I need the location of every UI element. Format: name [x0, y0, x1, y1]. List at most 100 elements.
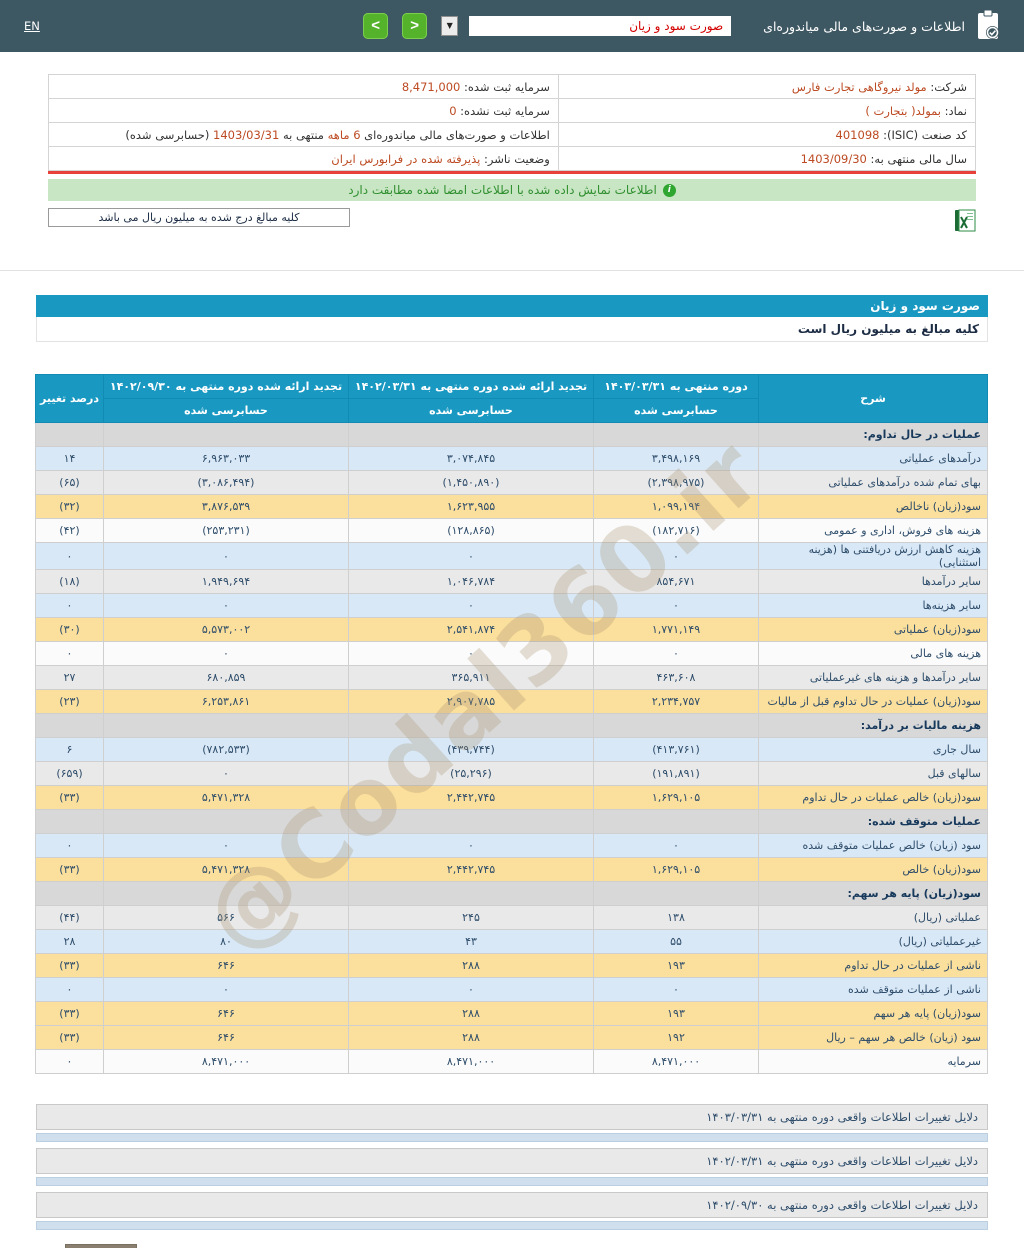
change-reasons-bar-3[interactable]: دلایل تغییرات اطلاعات واقعی دوره منتهی ب… — [36, 1192, 988, 1218]
row-value: ۳,۸۷۶,۵۳۹ — [103, 494, 349, 519]
row-value: ۰ — [348, 542, 594, 570]
income-statement-table-wrap: @Codal360.ir شرح دوره منتهی به ۱۴۰۳/۰۳/۳… — [35, 374, 988, 1074]
row-value — [593, 809, 759, 834]
change-reasons-strip-2 — [36, 1177, 988, 1186]
note-row: کلیه مبالغ درج شده به میلیون ریال می باش… — [48, 208, 976, 234]
unregistered-capital-label: سرمایه ثبت نشده: — [460, 103, 550, 118]
company-info-section: شرکت: مولد نیروگاهی تجارت فارس سرمایه ثب… — [48, 74, 977, 174]
table-row: سایر درآمدها و هزینه های غیرعملیاتی ۴۶۳,۶… — [35, 665, 988, 690]
row-value: ۱۹۲ — [593, 1025, 759, 1050]
period-middle: منتهی به — [282, 127, 324, 142]
table-row: سود(زیان) پایه هر سهم ۱۹۳ ۲۸۸ ۶۴۶ (۳۳) — [35, 1001, 988, 1026]
excel-export-icon[interactable] — [954, 208, 976, 236]
table-row: سود (زیان) خالص هر سهم – ریال ۱۹۲ ۲۸۸ ۶۴۶ (۳… — [35, 1025, 988, 1050]
row-label: سالهای قبل — [758, 761, 988, 786]
table-row: سالهای قبل (۱۹۱,۸۹۱) (۲۵,۲۹۶) ۰ (۶۵۹) — [35, 761, 988, 786]
table-header-row: شرح دوره منتهی به ۱۴۰۳/۰۳/۳۱ تجدید ارائه… — [35, 374, 988, 423]
isic-label: کد صنعت (ISIC): — [883, 127, 967, 142]
row-value: (۳۰) — [35, 617, 104, 642]
select-dropdown-arrow[interactable]: ▼ — [441, 16, 459, 36]
table-row: درآمدهای عملیاتی ۳,۴۹۸,۱۶۹ ۳,۰۷۴,۸۴۵ ۶,۹۶۳,… — [35, 446, 988, 471]
row-value: ۵,۴۷۱,۳۲۸ — [103, 857, 349, 882]
language-en-link[interactable]: EN — [24, 19, 40, 33]
row-value: (۴۱۳,۷۶۱) — [593, 737, 759, 762]
table-row: هزینه های فروش، اداری و عمومی (۱۸۲,۷۱۶) (۱… — [35, 518, 988, 543]
row-value: ۱,۷۷۱,۱۴۹ — [593, 617, 759, 642]
top-header: اطلاعات و صورت‌های مالی میاندوره‌ای صورت… — [0, 0, 1024, 52]
row-value: ۵۵ — [593, 929, 759, 954]
row-value: ۴۳ — [348, 929, 594, 954]
row-label: سایر درآمدها — [758, 569, 988, 594]
nav-forward-button[interactable]: > — [402, 13, 428, 39]
table-row: غیرعملیاتی (ریال) ۵۵ ۴۳ ۸۰ ۲۸ — [35, 929, 988, 954]
row-value: ۰ — [35, 641, 104, 666]
signed-info-banner: i اطلاعات نمایش داده شده با اطلاعات امضا… — [48, 179, 976, 201]
row-value: ۱۹۳ — [593, 1001, 759, 1026]
row-value — [593, 713, 759, 738]
table-row: عملیاتی (ریال) ۱۳۸ ۲۴۵ ۵۶۶ (۴۴) — [35, 905, 988, 930]
change-reasons-bar-1[interactable]: دلایل تغییرات اطلاعات واقعی دوره منتهی ب… — [36, 1104, 988, 1130]
row-value: ۰ — [103, 641, 349, 666]
section-divider — [0, 270, 1024, 271]
row-value: ۶,۲۵۳,۸۶۱ — [103, 689, 349, 714]
row-value: (۳۳) — [35, 1025, 104, 1050]
row-value: ۰ — [103, 833, 349, 858]
row-label: سود(زیان) ناخالص — [758, 494, 988, 519]
exit-button[interactable]: خروج — [65, 1244, 137, 1248]
row-value: (۱۲۸,۸۶۵) — [348, 518, 594, 543]
row-value: ۶۴۶ — [103, 953, 349, 978]
statement-subtitle: کلیه مبالغ به میلیون ریال است — [36, 317, 988, 342]
statement-section: صورت سود و زیان کلیه مبالغ به میلیون ریا… — [36, 295, 988, 342]
row-value — [35, 713, 104, 738]
table-row: سود (زیان) خالص عملیات متوقف شده ۰ ۰ ۰ ۰ — [35, 833, 988, 858]
table-row: سایر درآمدها ۸۵۴,۶۷۱ ۱,۰۴۶,۷۸۴ ۱,۹۴۹,۶۹۴ (۱۸… — [35, 569, 988, 594]
clipboard-check-icon — [975, 9, 1002, 44]
row-value: ۰ — [103, 542, 349, 570]
statement-type-select[interactable]: صورت سود و زیان — [469, 16, 732, 36]
statement-table-body: عملیات در حال تداوم: درآمدهای عملیاتی ۳,۴۹… — [35, 422, 988, 1074]
table-subheader-row: حسابرسی شده حسابرسی شده حسابرسی شده — [36, 398, 988, 423]
row-label: غیرعملیاتی (ریال) — [758, 929, 988, 954]
row-value: ۸,۴۷۱,۰۰۰ — [593, 1049, 759, 1074]
row-value: ۳۶۵,۹۱۱ — [348, 665, 594, 690]
column-header-description: شرح — [758, 374, 988, 423]
row-value: (۲۳) — [35, 689, 104, 714]
row-label: بهای تمام شده درآمدهای عملیاتی — [758, 470, 988, 495]
table-row: سرمایه ۸,۴۷۱,۰۰۰ ۸,۴۷۱,۰۰۰ ۸,۴۷۱,۰۰۰ ۰ — [35, 1049, 988, 1074]
row-value: ۲۷ — [35, 665, 104, 690]
section-header-row: عملیات متوقف شده: — [35, 809, 988, 834]
fiscal-year-value: 1403/09/30 — [800, 151, 867, 166]
row-value: ۰ — [103, 977, 349, 1002]
column-header-period-2: تجدید ارائه شده دوره منتهی به ۱۴۰۲/۰۳/۳۱ — [348, 374, 594, 399]
table-row: سال مالی منتهی به: 1403/09/30 وضعیت ناشر… — [48, 146, 977, 171]
row-value: ۶ — [35, 737, 104, 762]
row-value: ۰ — [593, 833, 759, 858]
row-value — [103, 422, 349, 447]
row-value: ۱۹۳ — [593, 953, 759, 978]
row-value: ۱,۹۴۹,۶۹۴ — [103, 569, 349, 594]
row-value: ۵۶۶ — [103, 905, 349, 930]
row-label: عملیات در حال تداوم: — [758, 422, 988, 447]
fiscal-year-label: سال مالی منتهی به: — [870, 151, 967, 166]
nav-back-button[interactable]: < — [363, 13, 389, 39]
row-value: ۲۸۸ — [348, 1001, 594, 1026]
issuer-status-label: وضعیت ناشر: — [484, 151, 550, 166]
row-value: ۶,۹۶۳,۰۳۳ — [103, 446, 349, 471]
symbol-value: بمولد( بتجارت ) — [865, 103, 941, 118]
row-value: ۶۴۶ — [103, 1001, 349, 1026]
change-reasons-group: دلایل تغییرات اطلاعات واقعی دوره منتهی ب… — [36, 1148, 988, 1186]
row-value: ۴۶۳,۶۰۸ — [593, 665, 759, 690]
table-row: هزینه های مالی ۰ ۰ ۰ ۰ — [35, 641, 988, 666]
row-value: (۳۳) — [35, 953, 104, 978]
amounts-note-box: کلیه مبالغ درج شده به میلیون ریال می باش… — [48, 208, 350, 227]
row-value: ۰ — [593, 593, 759, 618]
row-value: ۰ — [593, 641, 759, 666]
row-label: عملیاتی (ریال) — [758, 905, 988, 930]
row-value: ۰ — [348, 833, 594, 858]
section-header-row: عملیات در حال تداوم: — [35, 422, 988, 447]
row-value — [103, 881, 349, 906]
row-value: ۲۸۸ — [348, 953, 594, 978]
row-value: ۰ — [35, 1049, 104, 1074]
change-reasons-bar-2[interactable]: دلایل تغییرات اطلاعات واقعی دوره منتهی ب… — [36, 1148, 988, 1174]
row-value: (۱۹۱,۸۹۱) — [593, 761, 759, 786]
